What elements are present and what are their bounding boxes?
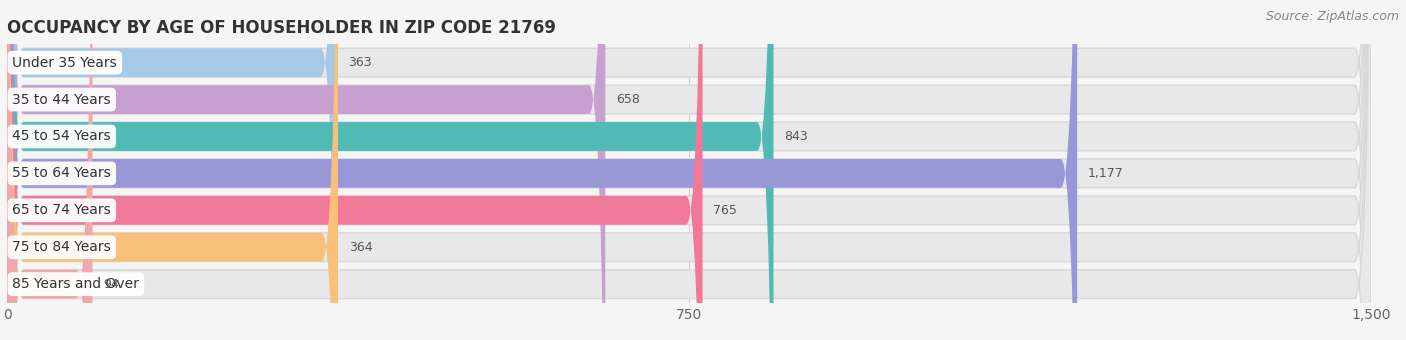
FancyBboxPatch shape bbox=[7, 0, 1371, 340]
Text: 55 to 64 Years: 55 to 64 Years bbox=[13, 166, 111, 181]
FancyBboxPatch shape bbox=[7, 0, 1371, 340]
FancyBboxPatch shape bbox=[7, 0, 703, 340]
FancyBboxPatch shape bbox=[7, 0, 1371, 340]
Text: 1,177: 1,177 bbox=[1088, 167, 1123, 180]
FancyBboxPatch shape bbox=[7, 0, 606, 340]
Text: 94: 94 bbox=[104, 278, 120, 291]
FancyBboxPatch shape bbox=[7, 0, 337, 340]
Text: 65 to 74 Years: 65 to 74 Years bbox=[13, 203, 111, 217]
FancyBboxPatch shape bbox=[7, 0, 1371, 340]
Text: 843: 843 bbox=[785, 130, 808, 143]
Text: 35 to 44 Years: 35 to 44 Years bbox=[13, 92, 111, 106]
Text: 363: 363 bbox=[347, 56, 371, 69]
Text: 75 to 84 Years: 75 to 84 Years bbox=[13, 240, 111, 254]
FancyBboxPatch shape bbox=[7, 0, 1371, 340]
FancyBboxPatch shape bbox=[7, 0, 1077, 340]
Text: Under 35 Years: Under 35 Years bbox=[13, 56, 117, 70]
Text: 45 to 54 Years: 45 to 54 Years bbox=[13, 130, 111, 143]
Text: 364: 364 bbox=[349, 241, 373, 254]
Text: 85 Years and Over: 85 Years and Over bbox=[13, 277, 139, 291]
FancyBboxPatch shape bbox=[7, 0, 1371, 340]
Text: 658: 658 bbox=[616, 93, 640, 106]
FancyBboxPatch shape bbox=[7, 0, 773, 340]
Text: Source: ZipAtlas.com: Source: ZipAtlas.com bbox=[1265, 10, 1399, 23]
FancyBboxPatch shape bbox=[7, 0, 93, 340]
FancyBboxPatch shape bbox=[7, 0, 337, 340]
Text: 765: 765 bbox=[713, 204, 737, 217]
FancyBboxPatch shape bbox=[7, 0, 1371, 340]
Text: OCCUPANCY BY AGE OF HOUSEHOLDER IN ZIP CODE 21769: OCCUPANCY BY AGE OF HOUSEHOLDER IN ZIP C… bbox=[7, 19, 555, 37]
